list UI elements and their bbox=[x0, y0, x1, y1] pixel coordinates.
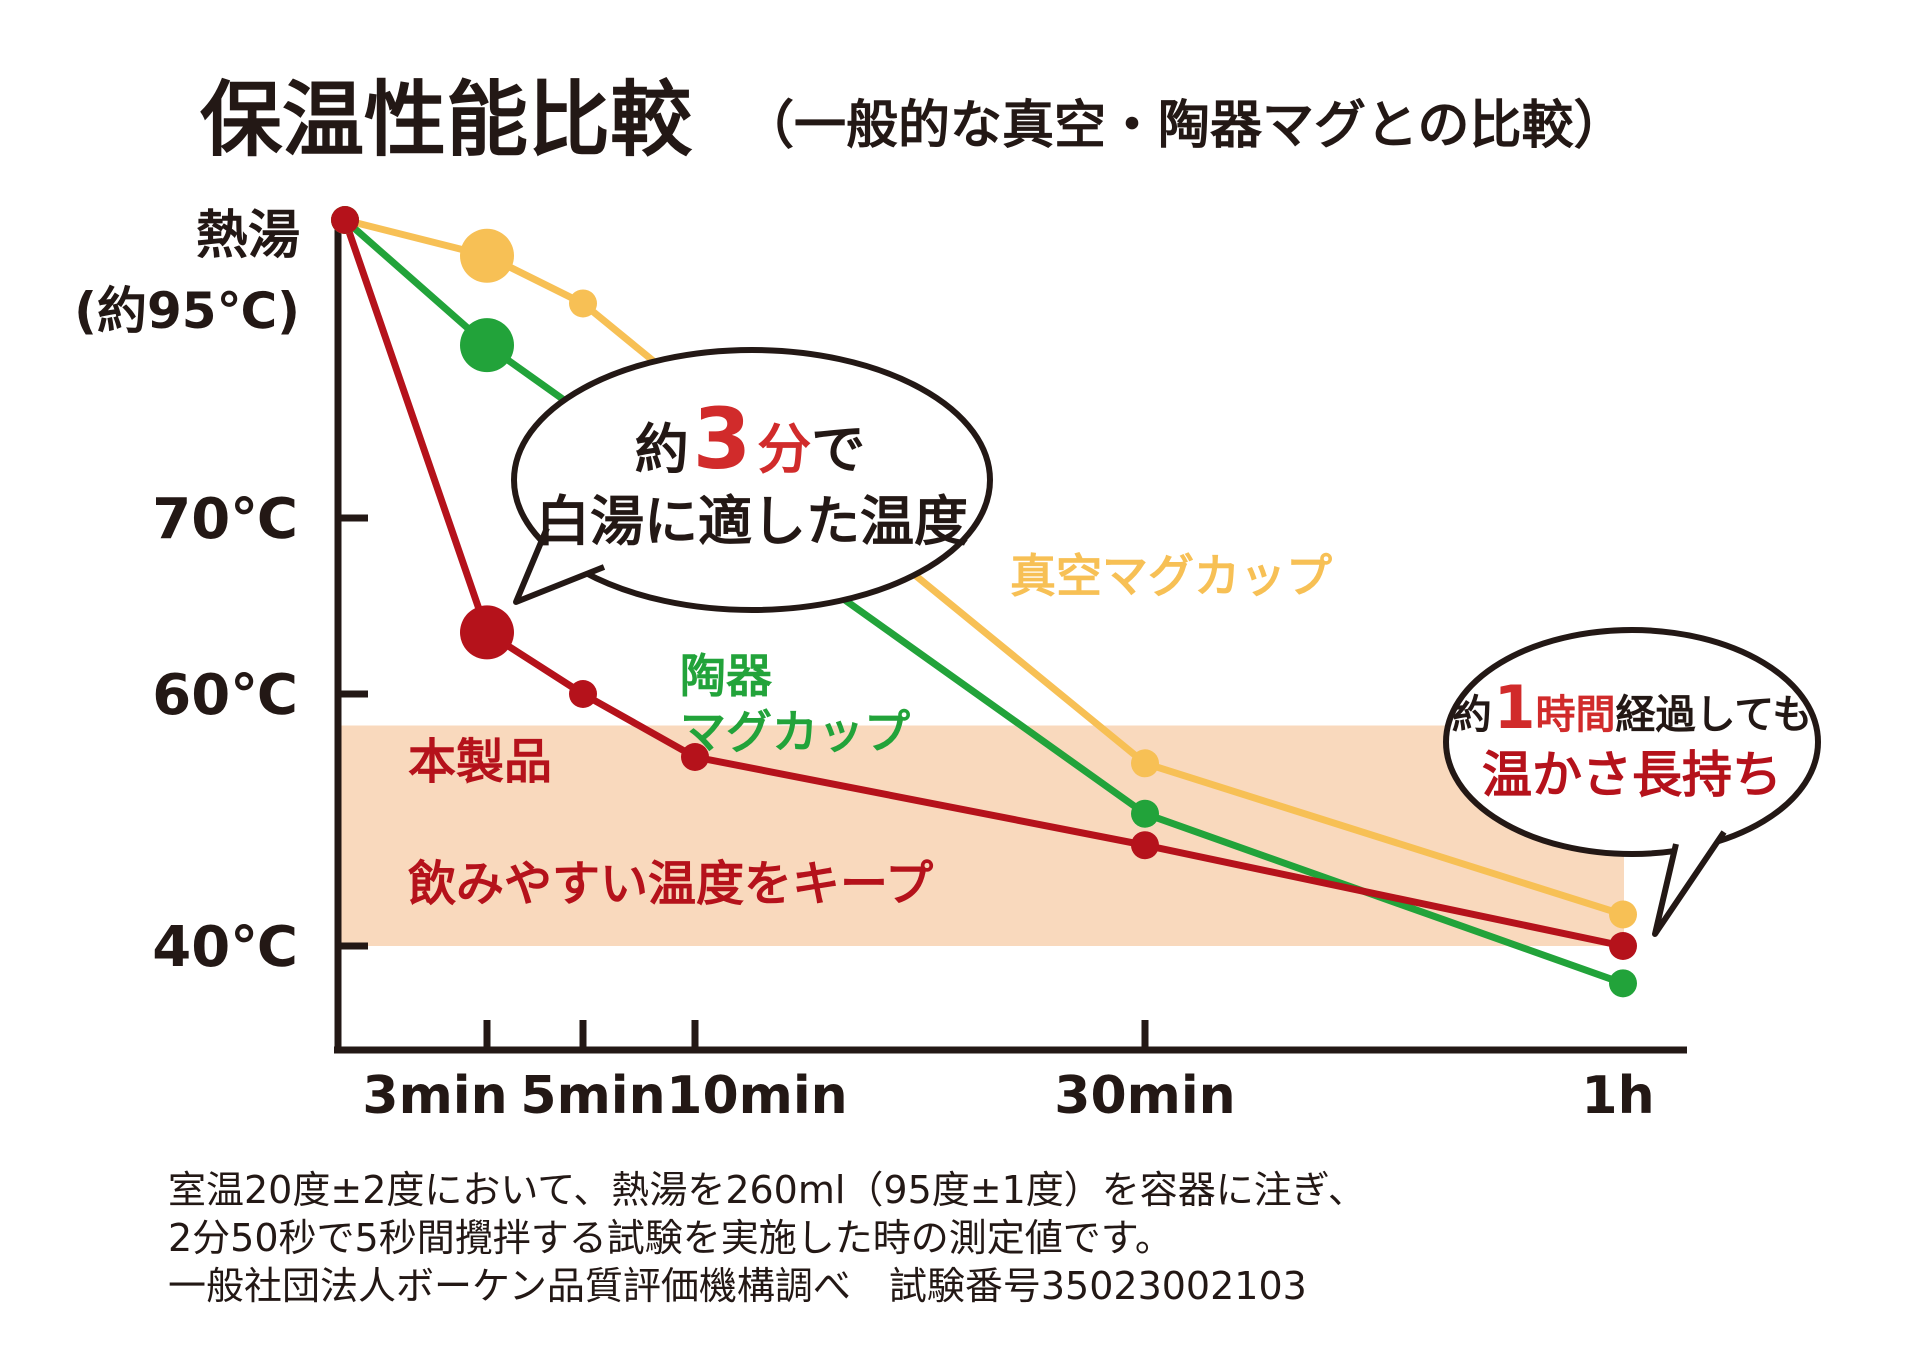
data-point-ceramic bbox=[460, 318, 514, 373]
callout-1h-line1: 約1時間経過しても bbox=[1452, 673, 1813, 743]
series-label-ceramic-line2: マグカップ bbox=[680, 705, 910, 759]
callout-1h-tail bbox=[1652, 830, 1727, 937]
callout-3min-ellipse bbox=[511, 347, 993, 613]
callout-1h-number: 1 bbox=[1494, 673, 1536, 743]
callout-3min-tail bbox=[513, 526, 606, 605]
data-point-product bbox=[1609, 932, 1637, 960]
data-point-ceramic bbox=[1131, 799, 1159, 828]
y-top-label-line2: (約95℃) bbox=[74, 282, 300, 340]
callout-3min-unit: 分 bbox=[757, 418, 811, 481]
callout-3min-post: で bbox=[811, 418, 865, 481]
x-ticks: 3min 5min 10min 30min 1h bbox=[362, 1020, 1655, 1126]
callout-1h-post: 経過しても bbox=[1615, 692, 1812, 738]
data-point-product bbox=[331, 206, 359, 234]
chart-title: 保温性能比較 bbox=[200, 73, 693, 168]
data-point-product bbox=[1131, 831, 1159, 860]
footnote-line-3: 一般社団法人ボーケン品質評価機構調べ 試験番号35023002103 bbox=[168, 1264, 1307, 1308]
callout-1h-unit: 時間 bbox=[1535, 692, 1615, 738]
data-point-vacuum bbox=[1609, 900, 1637, 929]
x-tick-label: 10min bbox=[666, 1066, 847, 1126]
chart-subtitle: （一般的な真空・陶器マグとの比較） bbox=[742, 96, 1625, 156]
y-tick-label: 60℃ bbox=[152, 663, 298, 728]
series-label-vacuum: 真空マグカップ bbox=[1010, 549, 1332, 603]
footnote-line-2: 2分50秒で5秒間攪拌する試験を実施した時の測定値です。 bbox=[168, 1216, 1173, 1260]
callout-1h: 約1時間経過しても 温かさ長持ち bbox=[1443, 627, 1821, 937]
series-label-ceramic-line1: 陶器 bbox=[680, 649, 773, 703]
callout-3min-pre: 約 bbox=[635, 418, 689, 481]
callout-1h-ellipse bbox=[1443, 627, 1821, 857]
series-label-product: 本製品 bbox=[408, 734, 552, 790]
series-line-product bbox=[341, 216, 1627, 950]
callout-1h-pre: 約 bbox=[1452, 692, 1492, 738]
y-tick-label: 40℃ bbox=[152, 915, 298, 980]
x-tick-label: 30min bbox=[1054, 1066, 1235, 1126]
x-tick-label: 3min bbox=[362, 1066, 507, 1126]
y-top-label-line1: 熱湯 bbox=[196, 206, 300, 266]
data-point-vacuum bbox=[569, 289, 597, 318]
y-tick-label: 70℃ bbox=[152, 487, 298, 552]
callout-3min-line1: 約3 分で bbox=[635, 390, 865, 488]
band-label: 飲みやすい温度をキープ bbox=[408, 856, 933, 912]
callout-1h-line2: 温かさ長持ち bbox=[1482, 746, 1782, 804]
callout-3min: 約3 分で 白湯に適した温度 bbox=[511, 347, 993, 613]
callout-3min-number: 3 bbox=[693, 390, 751, 488]
data-point-product bbox=[681, 743, 709, 771]
data-point-ceramic bbox=[1609, 969, 1637, 998]
series-layer bbox=[331, 206, 1637, 998]
data-point-product bbox=[569, 680, 597, 708]
x-tick-label: 1h bbox=[1581, 1066, 1654, 1126]
data-point-vacuum bbox=[1131, 749, 1159, 778]
x-tick-label: 5min bbox=[520, 1066, 665, 1126]
footnote-line-1: 室温20度±2度において、熱湯を260ml（95度±1度）を容器に注ぎ、 bbox=[168, 1168, 1366, 1212]
y-ticks: 40℃ 60℃ 70℃ bbox=[152, 487, 368, 980]
data-point-vacuum bbox=[460, 228, 514, 283]
data-point-product bbox=[460, 605, 514, 660]
callout-3min-line2: 白湯に適した温度 bbox=[536, 490, 968, 553]
